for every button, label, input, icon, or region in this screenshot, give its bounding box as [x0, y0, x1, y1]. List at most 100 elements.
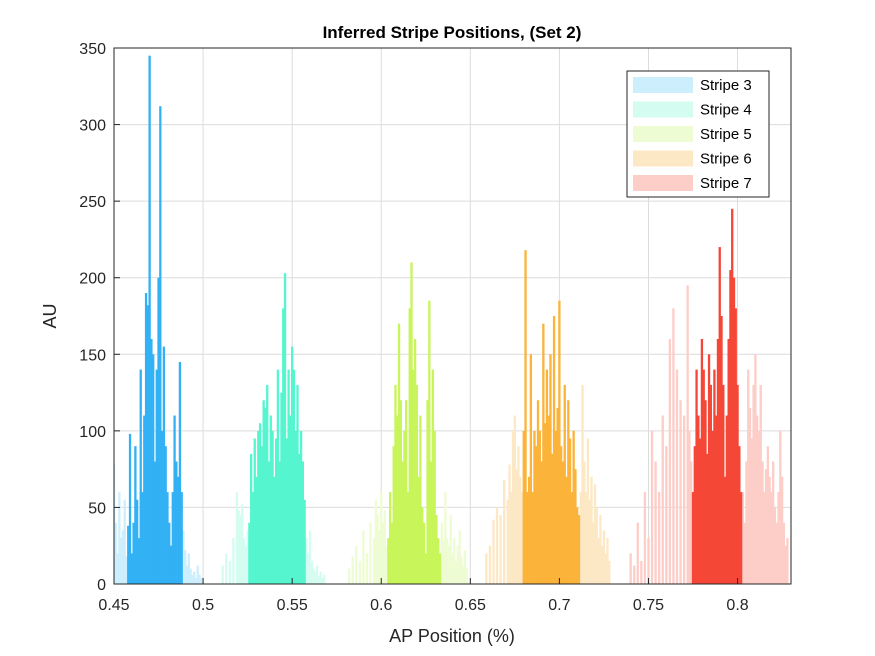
legend: Stripe 3 Stripe 4 Stripe 5 Stripe 6 Stripe 7	[626, 70, 770, 198]
bar-tail	[323, 574, 326, 584]
bar-tail	[228, 561, 231, 584]
bar-tail	[782, 522, 786, 584]
bar-core	[698, 438, 702, 584]
bar-core	[255, 476, 258, 584]
bar-core	[438, 553, 442, 584]
x-tick-label: 0.65	[455, 597, 486, 614]
bar-core	[146, 305, 150, 584]
bar-core	[426, 400, 429, 584]
bar-core	[164, 446, 167, 584]
bar-tail	[116, 553, 119, 584]
bar-tail	[743, 522, 746, 584]
bar-core	[253, 438, 256, 584]
bar-core	[556, 407, 559, 584]
bar-core	[560, 446, 563, 584]
bar-tail	[741, 492, 745, 584]
bar-core	[736, 384, 739, 584]
bar-core	[691, 492, 695, 584]
bar-tail	[225, 553, 228, 584]
bar-tail	[750, 438, 753, 584]
bar-core	[257, 430, 260, 584]
bar-tail	[114, 522, 117, 584]
y-tick-label: 300	[79, 118, 106, 135]
bar-tail	[374, 499, 378, 584]
bar-core	[412, 369, 415, 584]
bar-core	[720, 316, 723, 584]
bar-tail	[780, 476, 784, 584]
bar-core	[267, 461, 271, 584]
core-bars	[127, 55, 743, 585]
x-tick-labels: 0.45 0.5 0.55 0.6 0.65 0.7 0.75 0.8	[98, 597, 748, 614]
bar-core	[388, 492, 392, 584]
bar-core	[538, 430, 541, 584]
bar-core	[128, 433, 132, 584]
bar-tail	[319, 571, 322, 584]
bar-core	[169, 545, 173, 584]
bar-tail	[492, 519, 495, 584]
bar-tail	[661, 415, 664, 584]
bar-tail	[688, 430, 691, 584]
bar-core	[522, 430, 525, 584]
bar-tail	[235, 492, 239, 584]
bar-core	[706, 453, 709, 584]
bar-core	[536, 400, 540, 584]
bar-tail	[362, 530, 365, 584]
bar-tail	[679, 400, 682, 584]
bar-core	[139, 369, 142, 584]
legend-swatch	[633, 126, 693, 142]
bar-tail	[465, 568, 468, 584]
y-tick-label: 350	[79, 41, 106, 58]
bar-core	[433, 430, 436, 584]
bar-core	[572, 430, 575, 584]
bar-tail	[456, 545, 460, 584]
x-tick-label: 0.45	[98, 597, 129, 614]
bar-core	[173, 415, 176, 584]
bar-core	[431, 369, 435, 584]
bar-tail	[513, 415, 517, 584]
bar-tail	[606, 538, 609, 584]
bar-tail	[308, 530, 312, 584]
bar-core	[551, 453, 554, 584]
bar-core	[565, 476, 568, 584]
bar-core	[535, 446, 538, 584]
bar-core	[700, 338, 704, 584]
tail-bars	[114, 285, 789, 584]
bar-tail	[365, 553, 369, 584]
bar-core	[723, 476, 727, 584]
bar-core	[574, 469, 577, 584]
bar-core	[278, 461, 281, 584]
bar-tail	[462, 565, 465, 584]
x-tick-label: 0.75	[633, 597, 664, 614]
x-tick-label: 0.8	[726, 597, 748, 614]
bar-tail	[385, 545, 388, 584]
bar-core	[437, 538, 440, 584]
bar-tail	[381, 522, 385, 584]
bar-tail	[643, 492, 647, 584]
bar-core	[248, 522, 251, 584]
bar-tail	[246, 530, 249, 584]
bar-tail	[583, 461, 586, 584]
bar-tail	[668, 338, 672, 584]
bar-core	[264, 407, 267, 584]
bar-core	[725, 415, 729, 584]
legend-swatch	[633, 101, 693, 118]
bar-tail	[593, 484, 597, 584]
bar-tail	[640, 561, 643, 584]
bar-tail	[675, 369, 679, 584]
bar-tail	[314, 571, 317, 584]
bar-core	[287, 369, 290, 584]
bar-tail	[444, 492, 447, 584]
y-tick-labels: 0 50 100 150 200 250 300 350	[79, 41, 106, 594]
legend-label: Stripe 7	[700, 175, 752, 192]
bar-tail	[633, 565, 636, 584]
bar-core	[531, 492, 534, 584]
legend-label: Stripe 4	[700, 102, 752, 119]
bar-core	[704, 400, 707, 584]
bar-core	[159, 106, 162, 585]
bar-tail	[686, 285, 689, 584]
bar-core	[526, 492, 529, 584]
bar-core	[576, 507, 579, 584]
bar-core	[554, 430, 557, 584]
bar-core	[727, 338, 730, 584]
